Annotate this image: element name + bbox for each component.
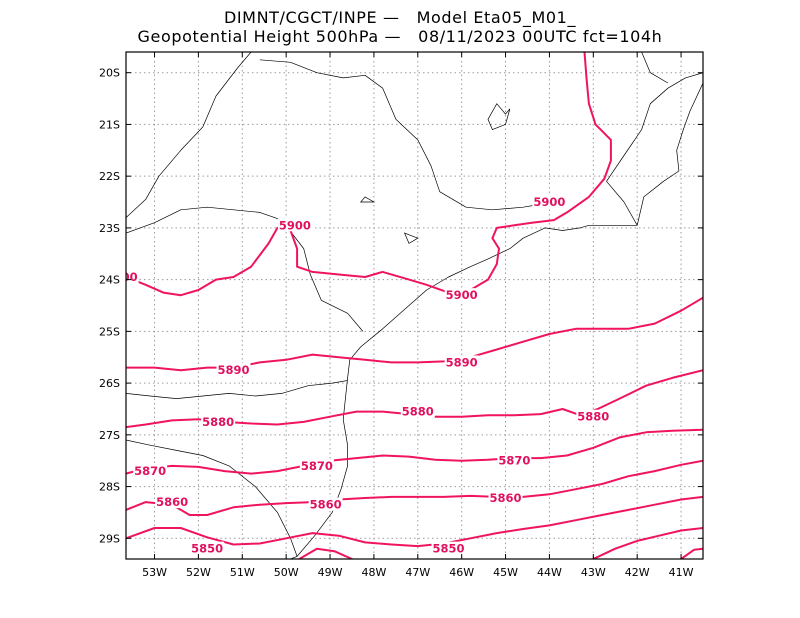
x-tick-label: 53W <box>142 566 167 579</box>
height-contours <box>126 52 703 559</box>
lake-outline <box>487 103 511 131</box>
contour-label: 5900 <box>446 288 478 302</box>
chart-title-line-1: DIMNT/CGCT/INPE — Model Eta05_M01_ <box>223 8 577 27</box>
contour-label-bg <box>532 195 567 209</box>
lat-lon-grid <box>126 52 703 559</box>
contour-label: 5860 <box>156 495 188 509</box>
contour-label: 5890 <box>217 363 249 377</box>
contour-label-bg <box>299 458 334 472</box>
y-tick-label: 23S <box>99 222 120 235</box>
x-tick-label: 46W <box>449 566 474 579</box>
y-tick-label: 21S <box>99 118 120 131</box>
contour-5870 <box>126 428 703 475</box>
contour-label-bg <box>400 404 435 418</box>
boundary-state-line-5 <box>126 439 298 557</box>
x-tick-label: 48W <box>361 566 386 579</box>
contour-label: 5850 <box>191 542 223 556</box>
contour-label-bg <box>133 464 168 478</box>
contour-label-bg <box>431 541 466 555</box>
contour-5860 <box>126 459 703 516</box>
lake-outline <box>359 196 376 203</box>
contour-label-bg <box>277 218 312 232</box>
contour-label-bg <box>216 363 251 377</box>
x-tick-label: 50W <box>274 566 299 579</box>
contour-label-bg <box>308 497 343 511</box>
chart-title-line-2: Geopotential Height 500hPa — 08/11/2023 … <box>137 27 663 46</box>
contour-label: 5850 <box>432 542 464 556</box>
contour-label-bg <box>444 355 479 369</box>
contour-label-bg <box>444 288 479 302</box>
x-tick-label: 43W <box>581 566 606 579</box>
x-tick-label: 45W <box>493 566 518 579</box>
contour-label: 5860 <box>490 491 522 505</box>
boundary-state-line-3 <box>126 206 364 332</box>
contour-label-bg <box>576 409 611 423</box>
contour-label-bg <box>497 453 532 467</box>
contour-label-bg <box>488 490 523 504</box>
contour-label: 5900 <box>533 195 565 209</box>
x-tick-label: 52W <box>186 566 211 579</box>
boundary-coast <box>290 82 703 559</box>
boundary-state-line-7 <box>641 52 669 84</box>
contour-label: 5900 <box>279 218 311 232</box>
contour-label: 5890 <box>446 355 478 369</box>
contour-label: 5860 <box>310 498 342 512</box>
contour-label-bg <box>201 414 236 428</box>
contour-label: 5870 <box>134 464 166 478</box>
y-tick-label: 24S <box>99 274 120 287</box>
axis-ticks: 53W 52W 51W 50W 49W 48W 47W 46W 45W 44W 43W 42W 41W 2… <box>99 52 703 579</box>
y-tick-label: 28S <box>99 481 120 494</box>
boundary-state-line-1 <box>126 52 252 218</box>
contour-5840 <box>298 547 353 559</box>
x-tick-label: 49W <box>318 566 343 579</box>
x-tick-label: 47W <box>405 566 430 579</box>
contour-5840 <box>592 527 703 559</box>
contour-5840 <box>680 547 703 559</box>
boundary-state-line-4 <box>126 380 348 399</box>
x-tick-label: 44W <box>537 566 562 579</box>
contour-label-bg <box>155 495 190 509</box>
y-tick-label: 27S <box>99 429 120 442</box>
contour-label: 5880 <box>402 405 434 419</box>
contour-5900 <box>126 52 612 297</box>
y-tick-label: 22S <box>99 170 120 183</box>
political-boundaries <box>126 52 703 559</box>
boundary-state-line-2 <box>259 59 539 211</box>
contour-labels: 5900 5900 5900 5900 5890 5890 5880 5880 5880 5870… <box>106 195 611 556</box>
map-frame <box>125 51 704 560</box>
lake-outline <box>403 232 419 244</box>
contour-label: 5870 <box>301 459 333 473</box>
contour-label: 5900 <box>106 270 138 284</box>
contour-label: 5870 <box>498 454 530 468</box>
y-tick-label: 29S <box>99 532 120 545</box>
contour-5890 <box>126 296 703 372</box>
x-tick-label: 41W <box>669 566 694 579</box>
contour-label: 5880 <box>577 410 609 424</box>
y-tick-label: 25S <box>99 325 120 338</box>
contour-5850 <box>126 495 703 548</box>
contour-label: 5880 <box>202 415 234 429</box>
y-tick-label: 20S <box>99 67 120 80</box>
x-tick-label: 51W <box>230 566 255 579</box>
x-tick-label: 42W <box>625 566 650 579</box>
contour-label-bg <box>190 541 225 555</box>
y-tick-label: 26S <box>99 377 120 390</box>
boundary-state-line-6 <box>606 72 703 226</box>
